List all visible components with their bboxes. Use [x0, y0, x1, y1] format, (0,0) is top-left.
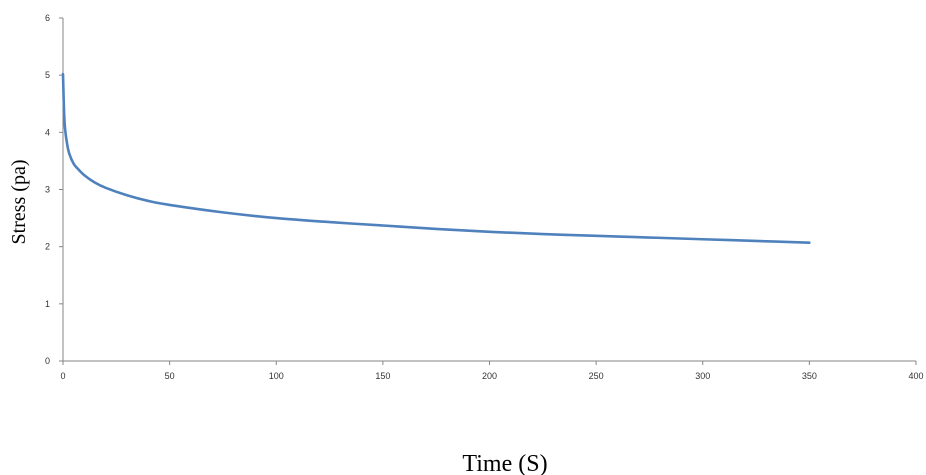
y-tick-label: 6 — [45, 13, 50, 23]
x-tick-label: 350 — [802, 371, 817, 381]
x-tick-label: 300 — [695, 371, 710, 381]
x-tick-label: 0 — [60, 371, 65, 381]
y-tick-label: 1 — [45, 299, 50, 309]
y-axis-title: Stress (pa) — [8, 160, 30, 245]
x-tick-label: 100 — [269, 371, 284, 381]
series-layer — [61, 72, 811, 244]
x-tick-label: 50 — [165, 371, 175, 381]
x-axis: 0 50 100 150 200 250 300 350 400 — [60, 360, 924, 381]
y-tick-label: 3 — [45, 185, 50, 195]
x-axis-title: Time (S) — [462, 451, 547, 475]
x-tick-label: 150 — [375, 371, 390, 381]
series-line — [61, 72, 811, 244]
x-tick-label: 250 — [589, 371, 604, 381]
y-tick-label: 2 — [45, 242, 50, 252]
y-tick-label: 5 — [45, 70, 50, 80]
x-tick-label: 200 — [482, 371, 497, 381]
y-tick-label: 0 — [45, 356, 50, 366]
y-axis: 0 1 2 3 4 5 6 — [45, 13, 64, 366]
y-tick-label: 4 — [45, 127, 50, 137]
x-tick-label: 400 — [908, 371, 923, 381]
